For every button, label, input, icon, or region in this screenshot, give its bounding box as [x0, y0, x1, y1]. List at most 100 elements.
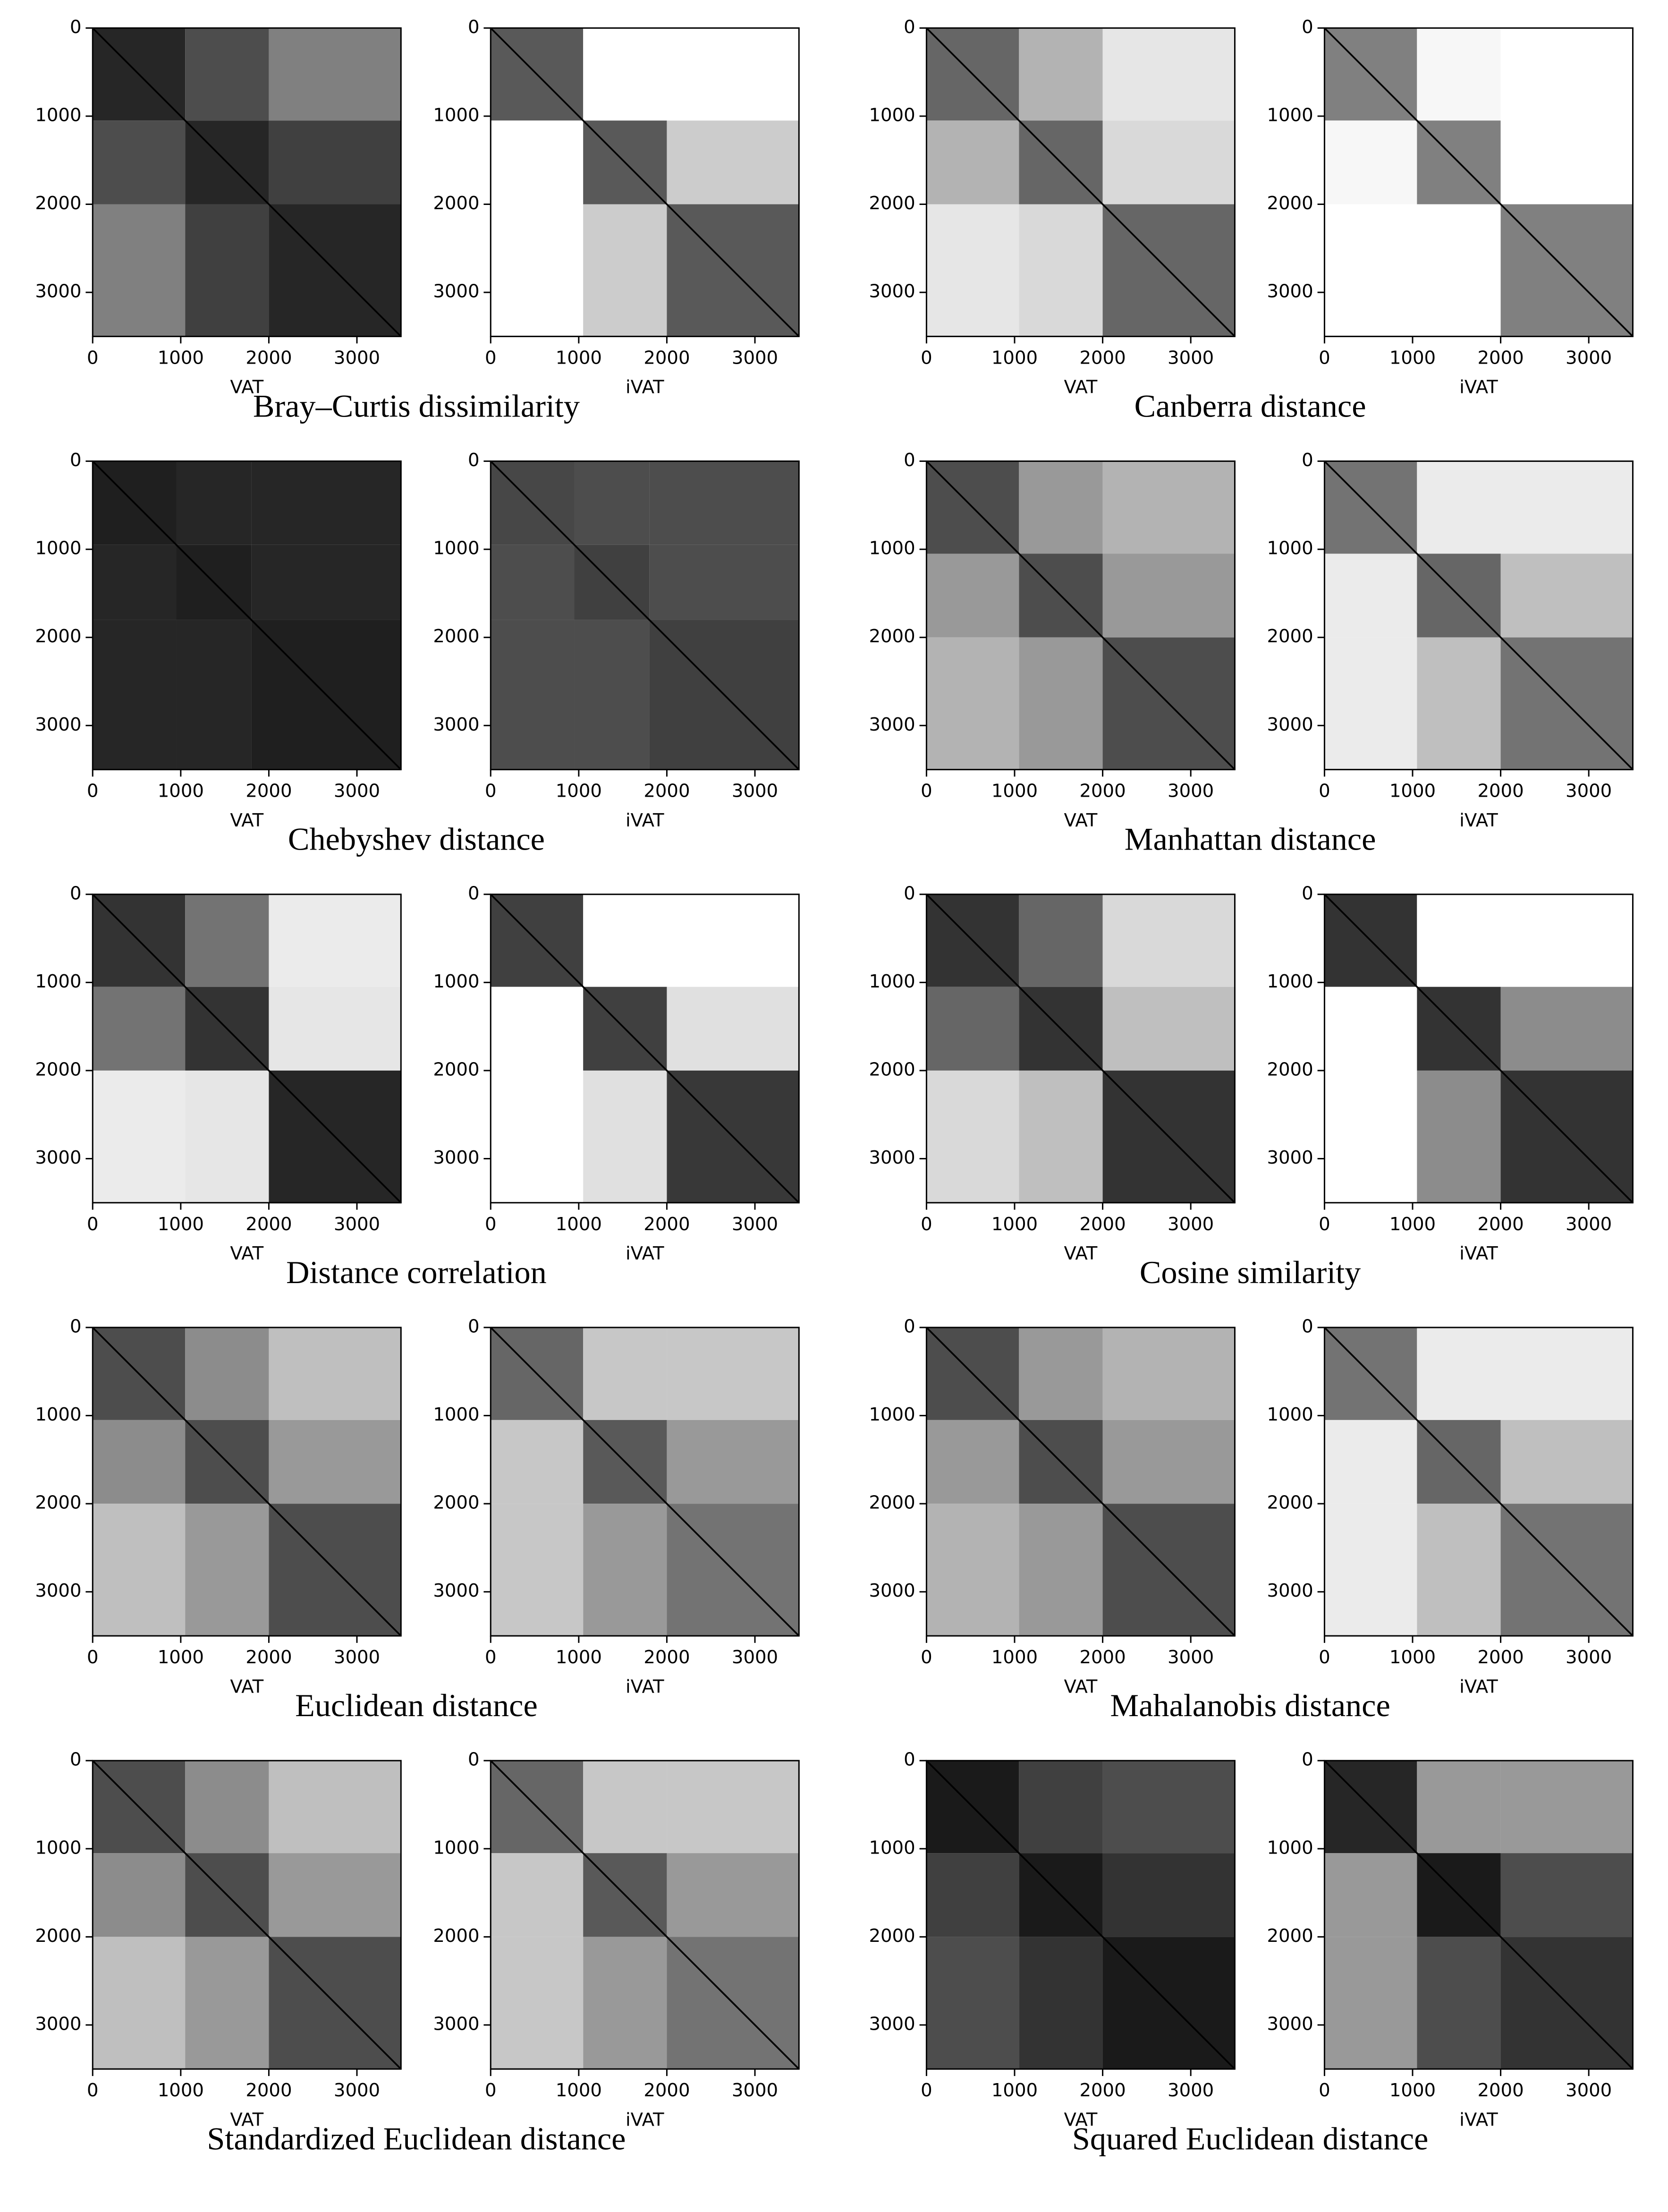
y-tick-label: 1000: [433, 1837, 479, 1858]
heatmap-cell: [491, 1937, 584, 2069]
heatmap-cell: [1500, 987, 1633, 1071]
x-tick-label: 0: [485, 2080, 497, 2101]
x-axis-label: iVAT: [1459, 377, 1498, 398]
y-tick-label: 0: [70, 1749, 82, 1770]
y-tick-label: 3000: [35, 1147, 81, 1168]
y-tick-label: 0: [70, 450, 82, 471]
y-tick-label: 2000: [869, 1492, 915, 1514]
heatmap-cell: [667, 894, 799, 987]
x-tick-label: 0: [87, 781, 99, 802]
heatmap-cell: [93, 987, 186, 1071]
x-axis-label: VAT: [1064, 810, 1097, 831]
y-tick-label: 0: [1302, 1316, 1313, 1337]
diagonal: [926, 1760, 1236, 2070]
y-tick-label: 3000: [1267, 281, 1313, 302]
y-tick-label: 2000: [869, 1925, 915, 1947]
y-tick-label: 1000: [433, 971, 479, 992]
x-tick-label: 3000: [1168, 781, 1214, 802]
heatmap-cell: [1500, 28, 1633, 121]
y-tick-label: 2000: [35, 1059, 81, 1080]
axes-frame: [92, 1760, 402, 2070]
axes-frame: [925, 1760, 1236, 2070]
heatmap-cell: [1417, 461, 1501, 554]
y-tick-label: 2000: [1267, 1059, 1313, 1080]
x-tick-label: 3000: [1566, 2080, 1612, 2101]
heatmap-cell: [1417, 1327, 1501, 1420]
heatmap-cell: [1102, 28, 1235, 121]
y-tick-label: 0: [1302, 1749, 1313, 1770]
heatmap-cell: [491, 620, 575, 770]
heatmap-cell: [1417, 894, 1501, 987]
heatmap-cell: [269, 1853, 401, 1937]
x-tick-label: 1000: [158, 1214, 204, 1235]
x-tick-label: 1000: [991, 1647, 1038, 1668]
diagonal: [1324, 1760, 1634, 2070]
y-tick-label: 2000: [1267, 1492, 1313, 1514]
heatmap-cell: [185, 1327, 269, 1420]
axes-frame: [1323, 893, 1634, 1204]
heatmap-cell: [583, 894, 667, 987]
diagonal: [92, 1327, 402, 1637]
heatmap-cell: [491, 1420, 584, 1504]
heatmap-cell: [185, 204, 269, 337]
x-axis-label: iVAT: [626, 1243, 664, 1264]
y-tick-label: 2000: [35, 1492, 81, 1514]
y-tick-label: 0: [468, 450, 480, 471]
heatmap-cell: [491, 1853, 584, 1937]
heatmap-cell: [926, 1504, 1019, 1636]
x-tick-label: 1000: [556, 2080, 602, 2101]
heatmap-cell: [93, 544, 177, 620]
x-tick-label: 0: [87, 1647, 99, 1668]
y-tick-label: 3000: [869, 2013, 915, 2034]
x-tick-label: 1000: [556, 781, 602, 802]
x-axis-label: iVAT: [626, 2110, 664, 2131]
y-tick-label: 1000: [35, 971, 81, 992]
x-tick-label: 0: [921, 2080, 932, 2101]
heatmap-cell: [185, 1761, 269, 1854]
x-tick-label: 0: [921, 1214, 932, 1235]
heatmap-cell: [1324, 637, 1417, 770]
y-tick-label: 0: [468, 1749, 480, 1770]
x-tick-label: 3000: [1566, 1647, 1612, 1668]
y-tick-label: 3000: [35, 281, 81, 302]
x-tick-label: 3000: [334, 347, 380, 368]
diagonal: [490, 893, 800, 1204]
heatmap-cell: [926, 120, 1019, 204]
x-tick-label: 3000: [334, 1214, 380, 1235]
heatmap-cell: [1102, 894, 1235, 987]
heatmap-cell: [583, 204, 667, 337]
heatmap-cell: [491, 1070, 584, 1203]
y-tick-label: 1000: [869, 104, 915, 126]
heatmap-cell: [93, 1070, 186, 1203]
heatmap-cell: [1417, 28, 1501, 121]
heatmap-cell: [1019, 1504, 1103, 1636]
y-tick-label: 0: [468, 17, 480, 38]
y-tick-label: 3000: [433, 2013, 479, 2034]
panel-caption: Standardized Euclidean distance: [207, 2120, 626, 2156]
x-tick-label: 2000: [246, 1214, 292, 1235]
x-tick-label: 0: [485, 347, 497, 368]
x-tick-label: 1000: [556, 1214, 602, 1235]
y-tick-label: 2000: [869, 1059, 915, 1080]
heatmap-cell: [491, 204, 584, 337]
heatmap-cell: [93, 620, 177, 770]
heatmap-cell: [583, 28, 667, 121]
y-tick-label: 2000: [869, 193, 915, 214]
heatmap-cell: [1500, 461, 1633, 554]
y-tick-label: 3000: [433, 1580, 479, 1601]
heatmap-cell: [926, 1937, 1019, 2069]
x-tick-label: 1000: [991, 2080, 1038, 2101]
x-tick-label: 3000: [732, 347, 778, 368]
y-tick-label: 3000: [433, 281, 479, 302]
heatmap-cell: [1019, 894, 1103, 987]
y-tick-label: 1000: [1267, 971, 1313, 992]
x-tick-label: 1000: [991, 347, 1038, 368]
y-tick-label: 1000: [433, 1404, 479, 1425]
heatmap-cell: [583, 1761, 667, 1854]
y-tick-label: 1000: [1267, 538, 1313, 559]
heatmap-cell: [926, 204, 1019, 337]
x-tick-label: 3000: [334, 2080, 380, 2101]
heatmap-cell: [926, 637, 1019, 770]
x-tick-label: 2000: [1477, 347, 1524, 368]
x-tick-label: 2000: [1079, 2080, 1126, 2101]
